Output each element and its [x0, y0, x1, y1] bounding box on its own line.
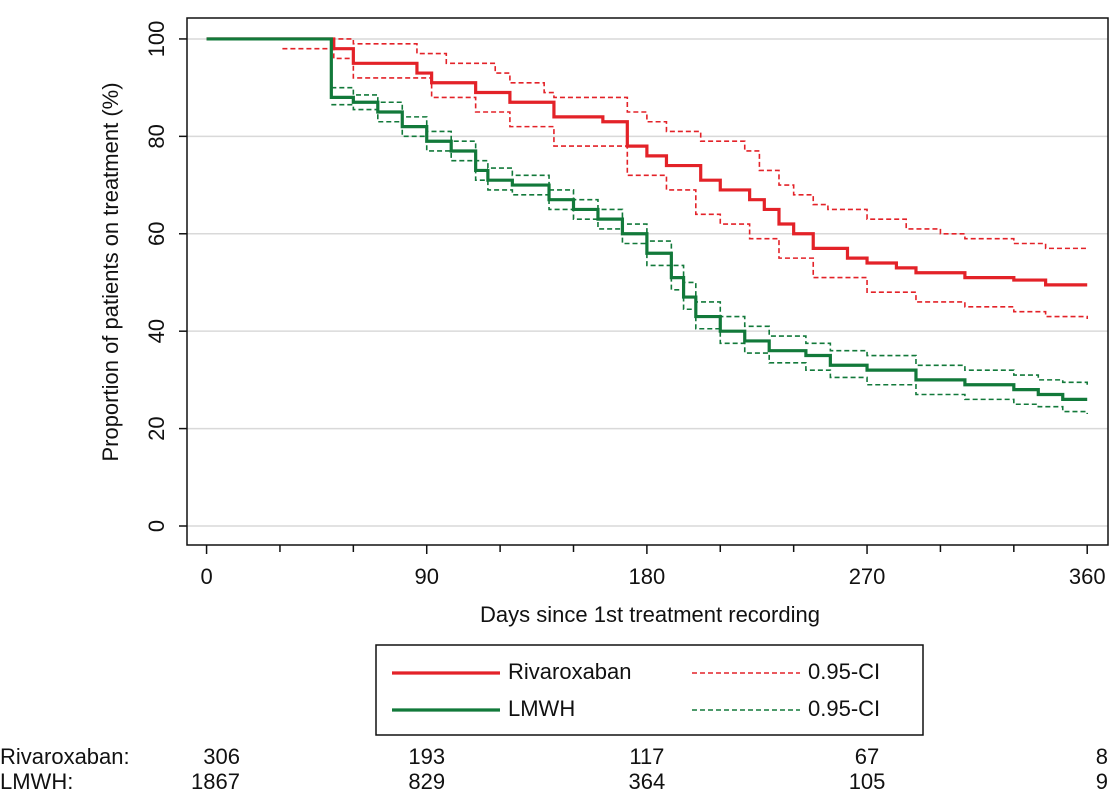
ci-line [282, 47, 1089, 320]
y-tick-label: 40 [144, 319, 169, 343]
y-tick-label: 60 [144, 222, 169, 246]
risk-count: 306 [203, 744, 240, 769]
risk-count: 829 [408, 769, 445, 794]
risk-count: 67 [855, 744, 879, 769]
x-tick-label: 360 [1069, 564, 1106, 589]
survival-line [206, 37, 1088, 401]
survival-line [206, 37, 1088, 287]
x-tick-label: 180 [629, 564, 666, 589]
plot-frame [186, 17, 1109, 546]
x-tick-label: 0 [200, 564, 212, 589]
risk-row-label: Rivaroxaban: [0, 744, 130, 769]
y-tick-label: 0 [144, 520, 169, 532]
risk-count: 193 [408, 744, 445, 769]
legend-label: 0.95-CI [808, 696, 880, 721]
x-tick-label: 270 [849, 564, 886, 589]
risk-count: 364 [629, 769, 666, 794]
risk-count: 9 [1096, 769, 1108, 794]
y-tick-label: 80 [144, 124, 169, 148]
legend-label: Rivaroxaban [508, 659, 632, 684]
x-axis-title: Days since 1st treatment recording [480, 602, 820, 627]
risk-row-label: LMWH: [0, 769, 73, 794]
legend-box [375, 644, 924, 736]
y-tick-label: 20 [144, 416, 169, 440]
risk-count: 105 [849, 769, 886, 794]
legend-label: LMWH [508, 696, 575, 721]
ci-line [282, 38, 1088, 250]
y-tick-label: 100 [144, 21, 169, 58]
x-tick-label: 90 [414, 564, 438, 589]
risk-count: 1867 [191, 769, 240, 794]
risk-count: 117 [629, 744, 664, 769]
legend-label: 0.95-CI [808, 659, 880, 684]
ci-line [331, 86, 1089, 385]
ci-line [331, 103, 1089, 414]
risk-count: 8 [1096, 744, 1108, 769]
y-axis-title: Proportion of patients on treatment (%) [98, 82, 123, 461]
